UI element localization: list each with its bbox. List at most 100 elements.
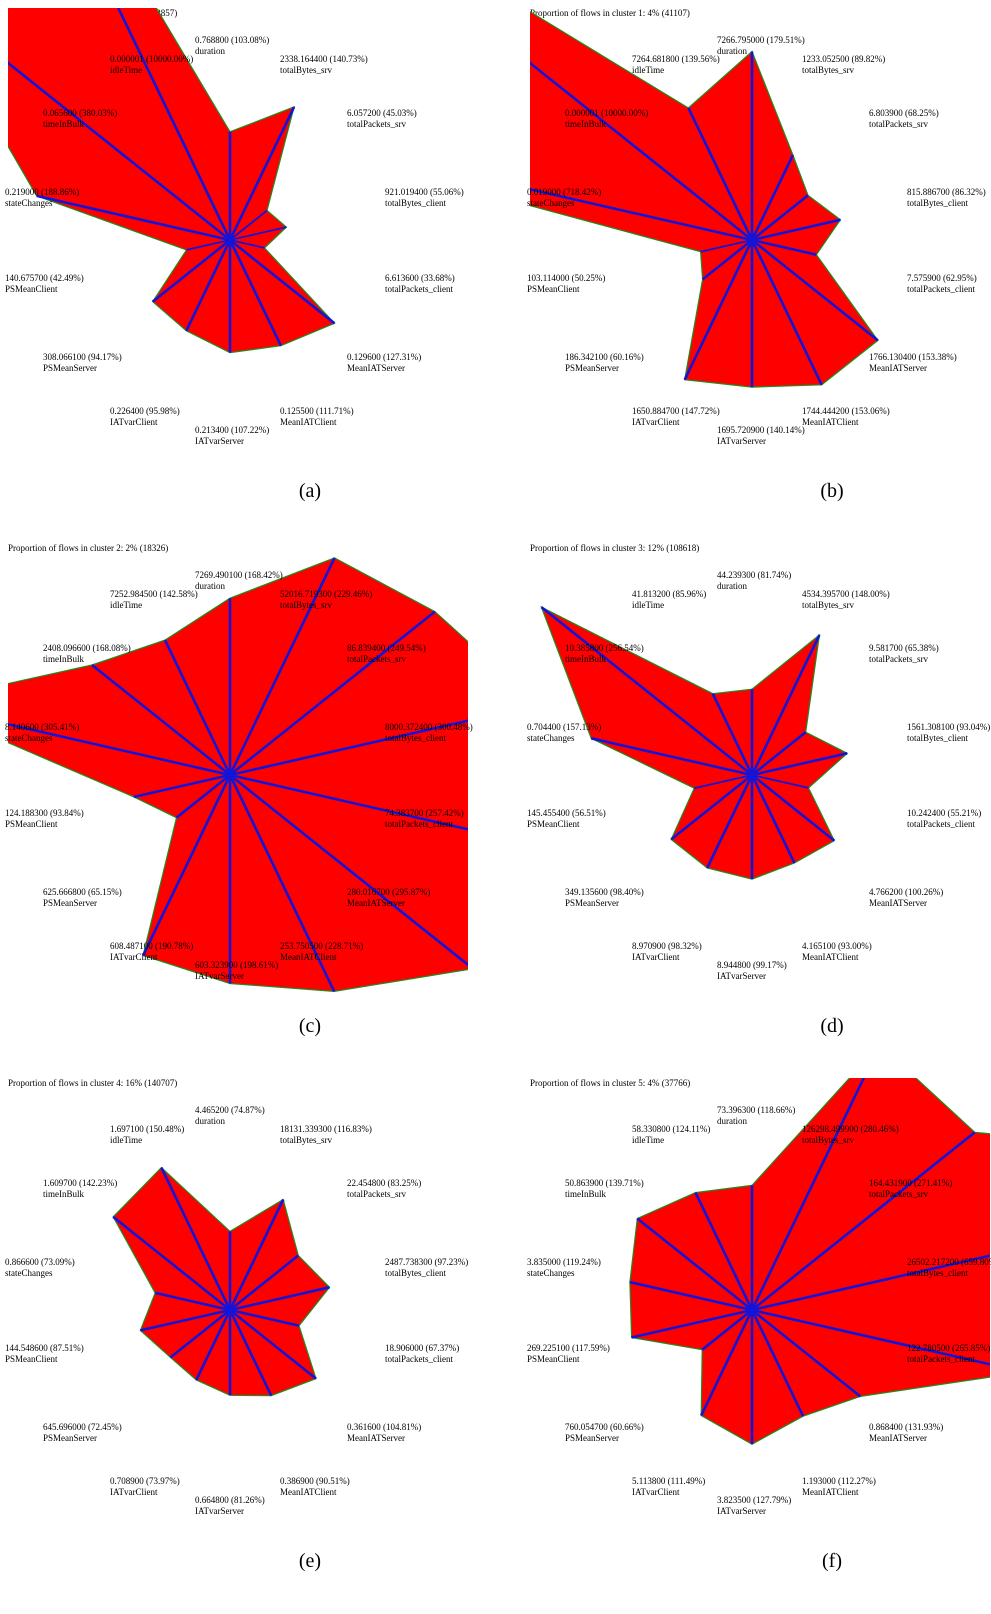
axis-feature-name: MeanIATClient [802,1487,859,1497]
axis-value: 5.113800 (111.49%) [632,1476,706,1486]
axis-feature-name: PSMeanClient [527,1354,580,1364]
axis-label-timeInBulk: 1.609700 (142.23%) timeInBulk [43,1178,117,1200]
axis-value: 50.863900 (139.71%) [565,1178,644,1188]
axis-label-PSMeanClient: 140.675700 (42.49%) PSMeanClient [5,273,84,295]
center-hub [227,772,233,778]
panel-caption: (f) [822,1550,842,1572]
axis-ray-PSMeanClient [631,1308,753,1339]
axis-feature-name: PSMeanClient [5,284,58,294]
axis-ray-totalPackets_client [229,239,265,249]
axis-value: 280.016700 (295.87%) [347,887,431,897]
axis-ray-totalBytes_client [229,226,287,241]
axis-value: 603.323900 (198.61%) [195,960,279,970]
axis-ray-MeanIATServer [751,773,836,842]
axis-value: 4.165100 (93.00%) [802,941,872,951]
axis-label-MeanIATClient: 253.750500 (228.71%) MeanIATClient [280,941,363,963]
axis-feature-name: stateChanges [5,733,53,743]
axis-value: 1766.130400 (153.38%) [869,352,957,362]
axis-value: 10.242400 (55.21%) [907,808,982,818]
axis-label-totalPackets_srv: 9.581700 (65.38%) totalPackets_srv [869,643,939,665]
axis-feature-name: MeanIATClient [280,952,337,962]
axis-feature-name: timeInBulk [565,1189,606,1199]
axis-value: 186.342100 (60.16%) [565,352,644,362]
axis-value: 8.140600 (305.41%) [5,722,80,732]
axis-ray-timeInBulk [636,1217,753,1312]
axis-feature-name: IATvarClient [110,417,158,427]
axis-value: 0.129600 (127.31%) [347,352,422,362]
axis-label-IATvarClient: 0.226400 (95.98%) IATvarClient [110,406,180,428]
axis-value: 145.455400 (56.51%) [527,808,606,818]
axis-label-IATvarServer: 0.213400 (107.22%) IATvarServer [195,425,269,447]
axis-feature-name: PSMeanClient [5,819,58,829]
axis-feature-name: idleTime [110,1135,143,1145]
axis-label-totalBytes_client: 26502.217200 (659.80%) totalBytes_client [907,1257,991,1279]
axis-ray-totalBytes_srv [228,557,336,776]
axis-value: 7252.984500 (142.58%) [110,589,198,599]
axis-label-IATvarServer: 603.323900 (198.61%) IATvarServer [195,960,278,982]
axis-value: 0.361600 (104.81%) [347,1422,422,1432]
axis-label-idleTime: 7264.681800 (139.56%) idleTime [632,54,720,76]
axis-value: 1561.308100 (93.04%) [907,722,991,732]
axis-ray-totalBytes_srv [228,106,296,241]
axis-label-totalBytes_client: 2487.738300 (97.23%) totalBytes_client [385,1257,468,1279]
axis-label-totalBytes_client: 1561.308100 (93.04%) totalBytes_client [907,722,990,744]
axis-value: 625.666800 (65.15%) [43,887,122,897]
axis-label-idleTime: 41.813200 (85.96%) idleTime [632,589,706,611]
axis-value: 1233.052500 (89.82%) [802,54,886,64]
axis-feature-name: MeanIATServer [869,1433,927,1443]
axis-ray-totalBytes_client [751,752,848,777]
chart-title: Proportion of flows in cluster 2: 2% (18… [8,543,169,553]
axis-value: 0.868400 (131.93%) [869,1422,944,1432]
axis-feature-name: totalPackets_client [907,1354,975,1364]
axis-label-timeInBulk: 10.385800 (256.54%) timeInBulk [565,643,644,665]
axis-feature-name: stateChanges [5,198,53,208]
axis-label-timeInBulk: 50.863900 (139.71%) timeInBulk [565,1178,644,1200]
axis-feature-name: stateChanges [527,733,575,743]
center-hub [227,1307,233,1313]
axis-ray-totalPackets_srv [751,194,809,242]
axis-value: 1.697100 (150.48%) [110,1124,185,1134]
axis-feature-name: IATvarServer [195,1506,244,1516]
axis-value: 308.066100 (94.17%) [43,352,122,362]
axis-ray-MeanIATClient [228,1309,273,1397]
axis-feature-name: totalPackets_client [385,1354,453,1364]
axis-label-totalBytes_client: 8000.372400 (300.48%) totalBytes_client [385,722,473,744]
radar-chart-panel: Proportion of flows in cluster 1: 4% (41… [527,8,991,508]
axis-feature-name: timeInBulk [43,119,84,129]
axis-ray-timeInBulk [540,606,753,777]
axis-label-duration: 7266.795000 (179.51%) duration [717,35,805,57]
radar-chart-panel: Proportion of flows in cluster 3: 12% (1… [527,543,991,1043]
axis-feature-name: IATvarServer [717,971,766,981]
value-polygon [8,557,468,993]
axis-ray-totalBytes_client [751,1254,990,1312]
axis-feature-name: totalBytes_srv [802,600,854,610]
axis-ray-totalBytes_client [229,1286,330,1312]
axis-value: 22.454800 (83.25%) [347,1178,422,1188]
axis-feature-name: MeanIATClient [802,417,859,427]
axis-value: 0.704400 (157.13%) [527,722,602,732]
axis-label-idleTime: 7252.984500 (142.58%) idleTime [110,589,198,611]
radar-plot [530,11,879,388]
axis-value: 8.944800 (99.17%) [717,960,787,970]
axis-label-totalBytes_srv: 2338.164400 (140.73%) totalBytes_srv [280,54,368,76]
axis-ray-timeInBulk [530,61,753,242]
axis-ray-MeanIATServer [229,773,468,967]
axis-ray-totalBytes_client [229,719,468,777]
axis-feature-name: totalBytes_srv [802,1135,854,1145]
center-hub [749,1307,755,1313]
radar-plot [112,1166,331,1397]
axis-feature-name: PSMeanClient [5,1354,58,1364]
axis-feature-name: PSMeanServer [43,898,97,908]
axis-label-PSMeanClient: 124.188300 (93.84%) PSMeanClient [5,808,84,830]
axis-ray-idleTime [687,107,754,241]
axis-value: 140.675700 (42.49%) [5,273,84,283]
axis-feature-name: totalPackets_srv [869,1189,928,1199]
axis-feature-name: IATvarServer [195,971,244,981]
axis-feature-name: PSMeanServer [565,1433,619,1443]
chart-title: Proportion of flows in cluster 1: 4% (41… [530,8,690,18]
axis-feature-name: duration [195,46,225,56]
axis-label-IATvarServer: 1695.720900 (140.14%) IATvarServer [717,425,805,447]
axis-feature-name: MeanIATServer [869,363,927,373]
axis-label-totalPackets_srv: 6.803900 (68.25%) totalPackets_srv [869,108,939,130]
axis-value: 815.886700 (86.32%) [907,187,986,197]
